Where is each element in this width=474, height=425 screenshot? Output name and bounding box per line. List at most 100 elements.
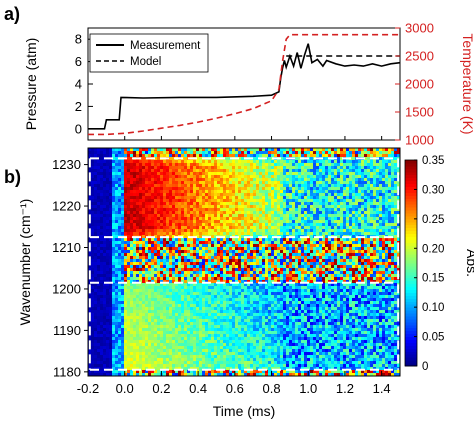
heatmap-cell xyxy=(238,187,242,191)
heatmap-cell xyxy=(268,187,272,191)
heatmap-cell xyxy=(328,163,332,167)
heatmap-cell xyxy=(316,199,320,203)
heatmap-cell xyxy=(217,217,221,221)
heatmap-cell xyxy=(217,202,221,206)
heatmap-cell xyxy=(262,205,266,209)
heatmap-cell xyxy=(124,289,128,293)
heatmap-cell xyxy=(112,196,116,200)
heatmap-cell xyxy=(124,274,128,278)
heatmap-cell xyxy=(94,214,98,218)
heatmap-cell xyxy=(328,151,332,155)
heatmap-cell xyxy=(160,178,164,182)
heatmap-cell xyxy=(103,202,107,206)
heatmap-cell xyxy=(277,271,281,275)
heatmap-cell xyxy=(91,154,95,158)
heatmap-cell xyxy=(130,268,134,272)
heatmap-cell xyxy=(130,229,134,233)
heatmap-cell xyxy=(220,205,224,209)
heatmap-cell xyxy=(139,265,143,269)
heatmap-cell xyxy=(178,208,182,212)
heatmap-cell xyxy=(109,199,113,203)
heatmap-cell xyxy=(298,256,302,260)
heatmap-cell xyxy=(265,253,269,257)
heatmap-cell xyxy=(124,256,128,260)
heatmap-cell xyxy=(187,163,191,167)
heatmap-cell xyxy=(133,196,137,200)
heatmap-cell xyxy=(355,154,359,158)
heatmap-cell xyxy=(268,205,272,209)
heatmap-cell xyxy=(385,184,389,188)
heatmap-cell xyxy=(304,232,308,236)
heatmap-cell xyxy=(241,202,245,206)
heatmap-cell xyxy=(232,274,236,278)
heatmap-cell xyxy=(121,250,125,254)
heatmap-cell xyxy=(268,280,272,284)
heatmap-cell xyxy=(193,214,197,218)
heatmap-cell xyxy=(151,205,155,209)
heatmap-cell xyxy=(304,259,308,263)
heatmap-cell xyxy=(208,175,212,179)
heatmap-cell xyxy=(202,253,206,257)
heatmap-cell xyxy=(181,271,185,275)
heatmap-cell xyxy=(205,289,209,293)
heatmap-cell xyxy=(382,229,386,233)
heatmap-cell xyxy=(304,262,308,266)
heatmap-cell xyxy=(184,286,188,290)
heatmap-cell xyxy=(112,187,116,191)
heatmap-cell xyxy=(220,148,224,152)
heatmap-cell xyxy=(340,193,344,197)
heatmap-cell xyxy=(145,256,149,260)
heatmap-cell xyxy=(334,265,338,269)
heatmap-cell xyxy=(193,253,197,257)
heatmap-cell xyxy=(169,199,173,203)
heatmap-cell xyxy=(388,271,392,275)
heatmap-cell xyxy=(133,148,137,152)
heatmap-cell xyxy=(331,220,335,224)
heatmap-cell xyxy=(370,262,374,266)
heatmap-cell xyxy=(298,151,302,155)
heatmap-cell xyxy=(163,256,167,260)
heatmap-cell xyxy=(220,241,224,245)
heatmap-cell xyxy=(259,247,263,251)
heatmap-cell xyxy=(250,163,254,167)
heatmap-cell xyxy=(115,193,119,197)
heatmap-cell xyxy=(208,268,212,272)
heatmap-cell xyxy=(385,259,389,263)
heatmap-cell xyxy=(211,259,215,263)
heatmap-cell xyxy=(304,286,308,290)
heatmap-cell xyxy=(205,202,209,206)
heatmap-cell xyxy=(394,259,398,263)
heatmap-cell xyxy=(370,178,374,182)
heatmap-cell xyxy=(229,217,233,221)
heatmap-cell xyxy=(163,175,167,179)
heatmap-cell xyxy=(340,232,344,236)
heatmap-cell xyxy=(100,148,104,152)
heatmap-cell xyxy=(274,223,278,227)
heatmap-cell xyxy=(298,220,302,224)
heatmap-cell xyxy=(229,163,233,167)
heatmap-cell xyxy=(124,259,128,263)
heatmap-cell xyxy=(91,241,95,245)
heatmap-cell xyxy=(343,211,347,215)
heatmap-cell xyxy=(247,268,251,272)
heatmap-cell xyxy=(232,238,236,242)
heatmap-cell xyxy=(163,274,167,278)
heatmap-cell xyxy=(91,286,95,290)
heatmap-cell xyxy=(139,160,143,164)
heatmap-cell xyxy=(199,247,203,251)
heatmap-cell xyxy=(109,166,113,170)
heatmap-cell xyxy=(178,241,182,245)
heatmap-cell xyxy=(169,262,173,266)
heatmap-cell xyxy=(184,223,188,227)
heatmap-cell xyxy=(241,289,245,293)
heatmap-cell xyxy=(217,163,221,167)
heatmap-cell xyxy=(364,187,368,191)
heatmap-cell xyxy=(364,244,368,248)
heatmap-cell xyxy=(136,199,140,203)
heatmap-cell xyxy=(139,271,143,275)
heatmap-cell xyxy=(334,217,338,221)
heatmap-cell xyxy=(238,274,242,278)
heatmap-cell xyxy=(157,289,161,293)
heatmap-cell xyxy=(274,244,278,248)
heatmap-cell xyxy=(121,214,125,218)
